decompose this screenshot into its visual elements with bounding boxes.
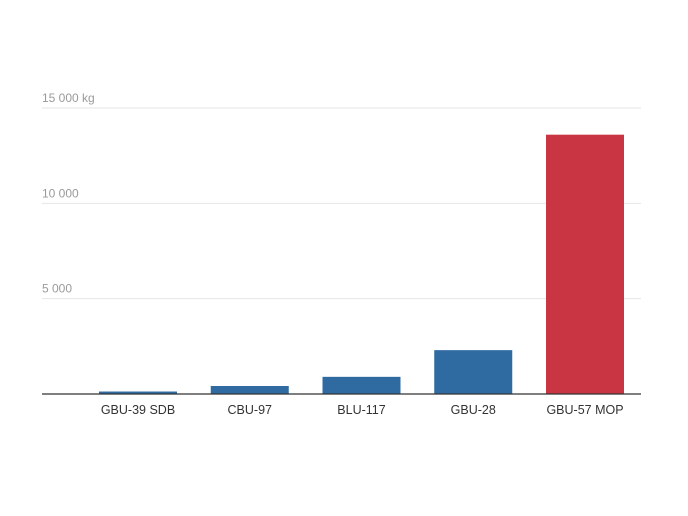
- x-category-label: GBU-39 SDB: [101, 403, 175, 417]
- bar-cbu-97: [210, 385, 289, 394]
- y-tick-label: 5 000: [42, 282, 72, 296]
- x-category-label: BLU-117: [337, 403, 385, 417]
- x-category-label: GBU-57 MOP: [546, 403, 623, 417]
- bars: [99, 134, 624, 394]
- x-category-labels: GBU-39 SDB CBU-97 BLU-117 GBU-28 GBU-57 MOP: [101, 403, 624, 417]
- bar-gbu-39-sdb: [99, 391, 177, 394]
- gridlines: [42, 107, 641, 300]
- y-tick-label: 15 000 kg: [42, 91, 95, 105]
- bar-gbu-28: [434, 350, 513, 394]
- x-category-label: CBU-97: [228, 403, 273, 417]
- y-tick-label: 10 000: [42, 186, 79, 200]
- bar-gbu-57-mop: [546, 134, 624, 394]
- x-category-label: GBU-28: [451, 403, 496, 417]
- bar-blu-117: [322, 376, 401, 394]
- y-tick-labels: 5 000 10 000 15 000 kg: [42, 91, 95, 296]
